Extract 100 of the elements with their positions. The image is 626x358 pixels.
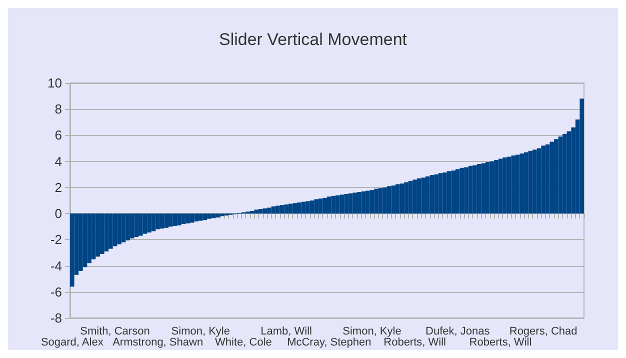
bar — [520, 154, 524, 214]
bar — [400, 184, 404, 214]
y-tick-label: -8 — [50, 310, 62, 326]
bar — [70, 214, 74, 287]
bar — [336, 195, 340, 214]
x-tick-label: Sogard, Alex — [40, 336, 104, 348]
y-tick-label: 0 — [54, 206, 62, 222]
bar — [288, 204, 293, 214]
bar — [460, 168, 464, 214]
bar — [211, 214, 216, 218]
bar — [181, 214, 186, 224]
bar — [100, 214, 104, 254]
bar — [408, 180, 413, 214]
bar — [378, 188, 383, 214]
chart-title: Slider Vertical Movement — [218, 30, 408, 49]
x-tick-label: Roberts, Will — [384, 336, 446, 348]
bar — [276, 206, 280, 214]
bar — [258, 208, 263, 214]
bar — [468, 166, 473, 214]
bar — [421, 178, 426, 214]
bar — [550, 142, 554, 214]
bar — [485, 162, 490, 214]
bar — [490, 161, 494, 214]
x-tick-label: Roberts, Will — [469, 336, 532, 348]
x-tick-label: Dufek, Jonas — [426, 326, 490, 338]
x-tick-label: White, Cole — [215, 336, 272, 348]
bar — [536, 148, 542, 214]
bar — [366, 190, 370, 214]
bar — [541, 146, 546, 214]
bar — [177, 214, 182, 226]
bar — [528, 150, 533, 214]
y-tick-label: 8 — [54, 102, 62, 117]
bar — [130, 214, 134, 238]
bar — [108, 214, 113, 249]
bar — [112, 214, 118, 246]
bar — [545, 144, 550, 214]
bar — [532, 150, 537, 214]
bar — [280, 205, 284, 214]
bar — [344, 194, 348, 214]
bar — [284, 204, 288, 214]
x-tick-label: Simon, Kyle — [342, 326, 402, 338]
x-tick-label: Smith, Carson — [80, 326, 150, 338]
bar — [566, 131, 572, 214]
bar — [404, 182, 408, 214]
bar — [271, 206, 276, 214]
bar — [121, 214, 126, 242]
bar — [164, 214, 169, 228]
bar — [91, 214, 96, 260]
bar — [82, 214, 88, 268]
bar — [207, 214, 212, 219]
bar — [216, 214, 220, 218]
bar — [476, 164, 482, 214]
bar — [446, 171, 452, 214]
bar — [104, 214, 109, 252]
bar — [434, 174, 438, 214]
bar — [412, 180, 417, 214]
bar — [558, 136, 563, 214]
y-tick-label: -2 — [50, 232, 62, 248]
bar — [506, 156, 512, 214]
bar — [318, 198, 323, 214]
bar — [117, 214, 122, 244]
bar — [262, 208, 268, 214]
bar — [348, 193, 353, 214]
bar — [156, 214, 160, 230]
bar — [524, 152, 528, 214]
bar — [142, 214, 148, 234]
x-tick-label: McCray, Stephen — [287, 336, 372, 348]
y-tick-label: 4 — [54, 154, 62, 169]
bar — [502, 157, 507, 214]
x-tick-label: Simon, Kyle — [171, 326, 230, 338]
y-tick-label: 2 — [54, 180, 62, 195]
bar — [416, 178, 422, 214]
bar — [87, 214, 92, 264]
bar — [267, 208, 272, 214]
bar — [361, 191, 366, 214]
bar — [442, 172, 447, 214]
bar — [391, 185, 396, 214]
bar — [134, 214, 139, 238]
bar — [494, 160, 498, 214]
y-tick-label: 6 — [54, 128, 62, 143]
y-tick-label: -6 — [50, 284, 62, 300]
x-tick-label: Rogers, Chad — [509, 326, 578, 338]
x-tick-label: Armstrong, Shawn — [112, 336, 204, 348]
bar — [374, 188, 378, 214]
bar — [151, 214, 156, 232]
bar — [78, 214, 83, 271]
bar — [370, 190, 374, 214]
bar — [190, 214, 194, 223]
bar — [430, 175, 434, 214]
bar — [340, 194, 344, 214]
bar — [310, 200, 314, 214]
bar — [562, 134, 567, 214]
bar — [396, 184, 400, 214]
bar — [515, 154, 520, 214]
bar — [172, 214, 178, 226]
bar — [301, 202, 306, 214]
bar — [202, 214, 208, 220]
bar — [580, 98, 584, 214]
bar — [386, 186, 392, 214]
bar — [186, 214, 190, 224]
